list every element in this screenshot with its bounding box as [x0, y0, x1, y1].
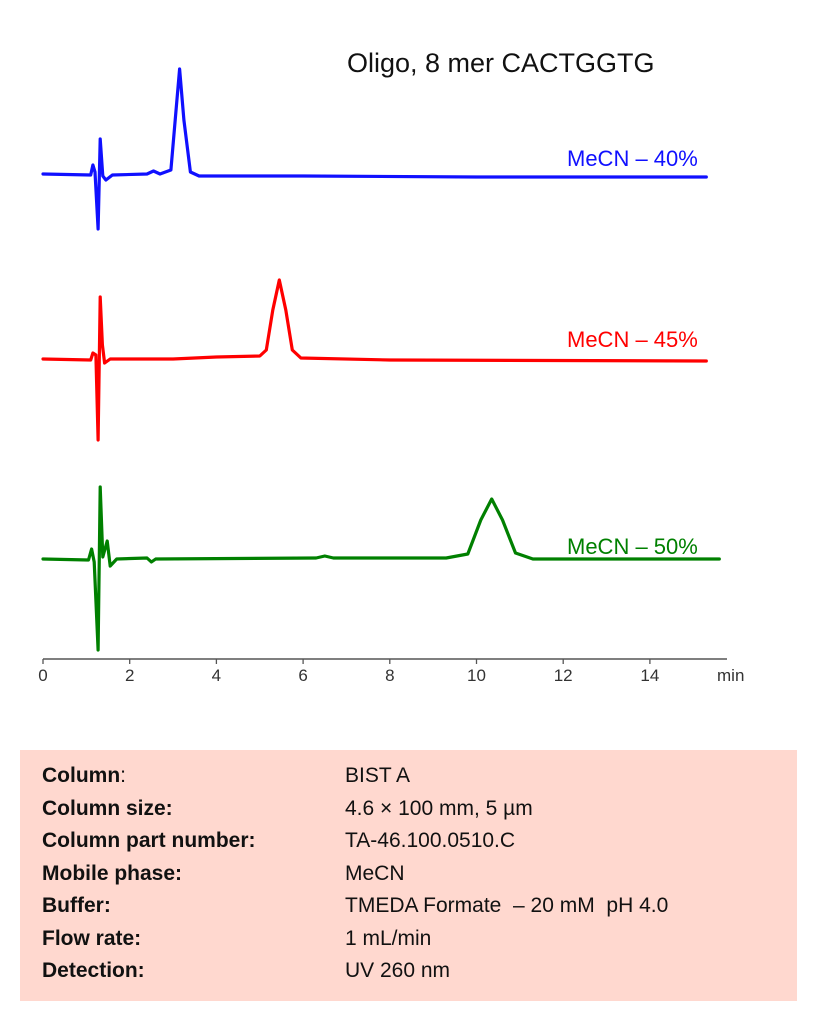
trace-label-45: MeCN – 45% [567, 327, 698, 352]
method-info-box: Column: BIST A Column size: 4.6 × 100 mm… [20, 750, 797, 1001]
x-axis [42, 658, 727, 664]
x-tick-label: 6 [298, 666, 308, 685]
info-value: 1 mL/min [345, 927, 432, 950]
x-axis-unit: min [717, 666, 745, 685]
info-key: Column: [42, 764, 126, 787]
x-tick-label: 8 [385, 666, 395, 685]
chromatogram-trace [41, 278, 708, 442]
info-value: TMEDA Formate – 20 mM pH 4.0 [345, 894, 669, 917]
chart-svg [41, 67, 727, 664]
info-value: TA-46.100.0510.C [345, 829, 516, 852]
x-tick-label: 4 [211, 666, 222, 685]
x-tick-label: 12 [553, 666, 573, 685]
traces [41, 67, 721, 652]
info-key: Column size: [42, 797, 173, 820]
info-key: Buffer: [42, 894, 111, 917]
x-tick-label: 0 [38, 666, 48, 685]
chart-title: Oligo, 8 mer CACTGGTG [347, 48, 655, 78]
info-key: Flow rate: [42, 927, 142, 950]
info-value: 4.6 × 100 mm, 5 µm [345, 797, 533, 820]
chromatogram-chart: Oligo, 8 mer CACTGGTG MeCN – 40% MeCN – … [38, 48, 745, 685]
trace-label-40: MeCN – 40% [567, 146, 698, 171]
info-value: MeCN [345, 862, 405, 885]
chromatogram-trace [41, 67, 708, 231]
info-key: Mobile phase: [42, 862, 183, 885]
x-tick-label: 10 [467, 666, 486, 685]
info-key: Detection: [42, 959, 145, 982]
trace-label-50: MeCN – 50% [567, 534, 698, 559]
info-value: BIST A [345, 764, 410, 787]
info-key: Column part number: [42, 829, 256, 852]
info-value: UV 260 nm [345, 959, 451, 982]
x-tick-label: 2 [124, 666, 135, 685]
chromatogram-trace [41, 485, 721, 652]
x-tick-label: 14 [640, 666, 660, 685]
